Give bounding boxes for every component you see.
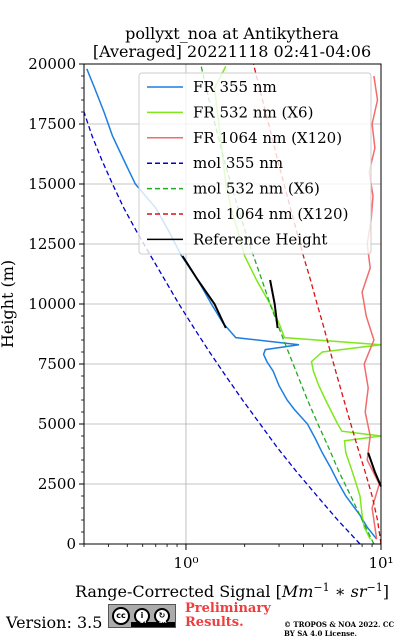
- version-label: Version: 3.5: [6, 613, 103, 632]
- cc-strip-by: BY: [140, 619, 148, 625]
- y-tick-label: 2500: [38, 475, 76, 493]
- legend-label: Reference Height: [193, 230, 327, 248]
- cc-strip: BY SA: [131, 619, 175, 627]
- axes: 0 2500 5000 7500 10000 12500 15000 17500 20000 10…: [28, 55, 393, 572]
- legend-label: FR 355 nm: [193, 78, 277, 96]
- x-axis-label-part: −1: [313, 581, 329, 594]
- series-line-6: [269, 279, 279, 329]
- series-line-6: [367, 452, 382, 487]
- y-tick-label: 12500: [28, 235, 76, 253]
- x-axis-label: Range-Corrected Signal [Mm−1 ∗ sr−1]: [75, 581, 389, 601]
- y-tick-label: 0: [66, 535, 76, 553]
- y-axis-label: Height (m): [0, 260, 17, 348]
- series-line-5: [252, 63, 382, 545]
- legend-box: [138, 72, 372, 255]
- y-tick-label: 20000: [28, 55, 76, 73]
- cc-strip-sa: SA: [159, 619, 167, 625]
- y-tick-label: 5000: [38, 415, 76, 433]
- x-axis-label-part: ]: [383, 582, 389, 601]
- series-line-4: [200, 63, 375, 545]
- x-axis-label-part: ∗: [330, 582, 351, 601]
- y-tick-label: 17500: [28, 115, 76, 133]
- series-line-2: [361, 75, 381, 540]
- footer: Version: 3.5 cc i ↻ BY SA Preliminary Re…: [0, 600, 400, 640]
- chart-subtitle: [Averaged] 20221118 02:41-04:06: [93, 42, 371, 61]
- legend-label: FR 1064 nm (X120): [193, 129, 342, 147]
- legend-label: mol 532 nm (X6): [193, 180, 320, 198]
- copyright-label: © TROPOS & NOA 2022. CC BY SA 4.0 Licens…: [284, 620, 395, 638]
- y-tick-label: 15000: [28, 175, 76, 193]
- x-axis-label-part: sr: [351, 582, 368, 601]
- cc-icon: cc: [112, 607, 130, 625]
- cc-license-badge[interactable]: cc i ↻ BY SA: [108, 604, 176, 628]
- series-line-0: [86, 68, 378, 540]
- legend-label: mol 355 nm: [193, 154, 283, 172]
- series-line-6: [181, 255, 227, 329]
- legend-label: mol 1064 nm (X120): [193, 205, 348, 223]
- x-axis-label-part: Mm: [281, 582, 314, 601]
- chart-title: pollyxt_noa at Antikythera: [125, 24, 339, 43]
- x-tick-label: 10¹: [368, 554, 393, 572]
- legend: FR 355 nm FR 532 nm (X6) FR 1064 nm (X120)…: [138, 72, 372, 255]
- x-axis-label-part: −1: [367, 581, 383, 594]
- y-tick-label: 10000: [28, 295, 76, 313]
- preliminary-results-label: Preliminary Results.: [185, 601, 271, 630]
- legend-label: FR 532 nm (X6): [193, 103, 313, 121]
- y-tick-label: 7500: [38, 355, 76, 373]
- x-axis-label-part: Range-Corrected Signal [: [75, 582, 282, 601]
- x-tick-label: 10⁰: [173, 554, 198, 572]
- series-line-3: [83, 111, 361, 545]
